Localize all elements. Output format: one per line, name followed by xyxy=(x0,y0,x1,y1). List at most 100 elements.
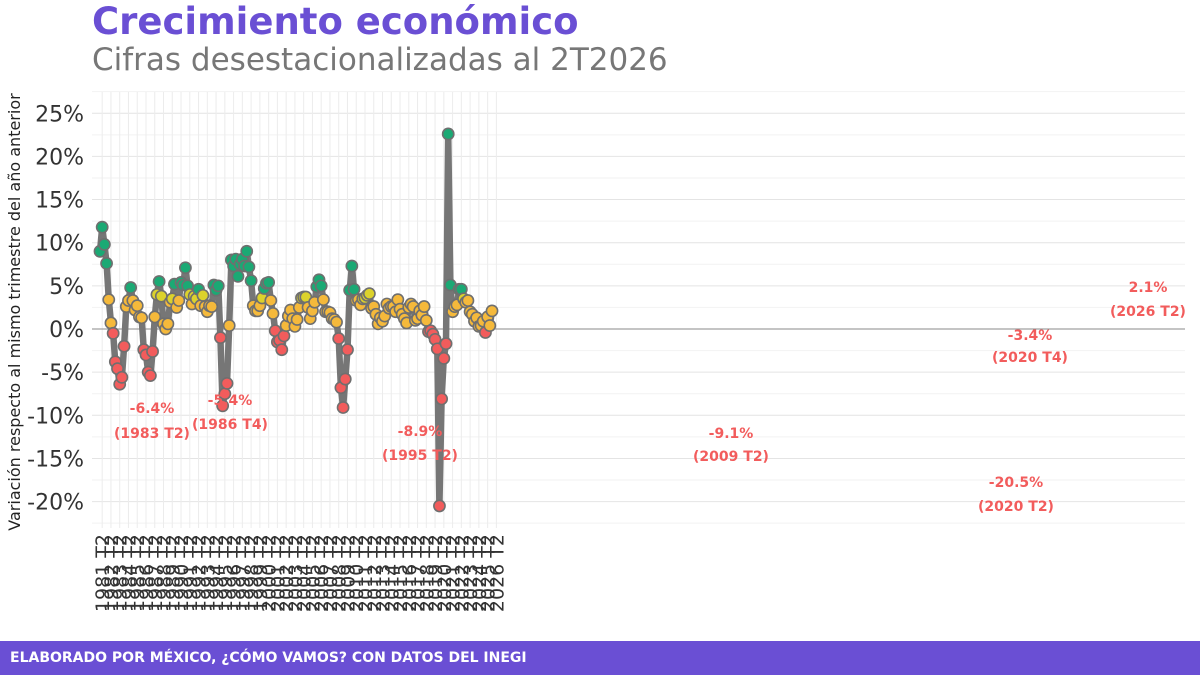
y-tick-label: 25% xyxy=(35,102,84,127)
data-point xyxy=(220,376,234,390)
y-tick-label: -15% xyxy=(27,447,84,472)
data-point xyxy=(102,293,116,307)
y-tick-label: -10% xyxy=(27,404,84,429)
data-point xyxy=(483,319,497,332)
data-point xyxy=(332,332,346,345)
data-point xyxy=(417,300,431,313)
data-point xyxy=(146,345,159,358)
data-point xyxy=(266,307,280,320)
x-tick-label: 2022 T2 xyxy=(451,534,473,612)
x-tick-label: 1996 T2 xyxy=(224,534,246,612)
x-tick-label: 2021 T2 xyxy=(443,534,465,612)
annotation-period: (1995 T2) xyxy=(382,448,458,464)
annotation-period: (2020 T2) xyxy=(978,499,1054,515)
x-tick-label: 2025 T2 xyxy=(478,534,500,612)
chart-subtitle: Cifras desestacionalizadas al 2T2026 xyxy=(92,42,668,78)
data-point xyxy=(130,299,144,313)
x-tick-label: 1986 T2 xyxy=(136,534,158,612)
x-tick-label: 1993 T2 xyxy=(197,534,219,612)
data-point xyxy=(262,275,276,289)
x-tick-label: 2015 T2 xyxy=(390,534,412,612)
x-tick-label: 2002 T2 xyxy=(276,534,298,612)
data-point xyxy=(485,304,499,318)
data-point xyxy=(231,269,245,283)
data-point xyxy=(240,244,254,258)
data-point xyxy=(135,311,149,325)
data-point xyxy=(330,315,343,329)
data-point xyxy=(100,257,113,270)
data-point xyxy=(264,294,278,307)
x-tick-label: 2007 T2 xyxy=(320,534,342,612)
y-tick-label: 10% xyxy=(35,232,84,257)
data-point xyxy=(345,259,359,273)
x-tick-label: 2017 T2 xyxy=(408,534,430,612)
x-tick-label: 2019 T2 xyxy=(425,534,447,612)
x-tick-label: 2026 T2 xyxy=(486,534,508,612)
x-tick-label: 1995 T2 xyxy=(215,534,237,612)
data-point xyxy=(461,294,475,307)
x-tick-label: 2008 T2 xyxy=(329,534,351,612)
data-point xyxy=(338,372,352,386)
data-point xyxy=(172,294,186,307)
data-point xyxy=(106,326,120,340)
y-tick-label: 0% xyxy=(49,318,84,343)
x-tick-label: 2010 T2 xyxy=(346,534,368,612)
data-point xyxy=(161,317,175,331)
x-tick-label: 1998 T2 xyxy=(241,534,263,612)
data-point xyxy=(362,287,376,301)
data-point xyxy=(435,392,449,406)
annotation-period: (2009 T2) xyxy=(693,449,769,465)
x-tick-label: 2003 T2 xyxy=(285,534,307,612)
x-tick-label: 1981 T2 xyxy=(92,534,114,612)
x-tick-label: 2023 T2 xyxy=(460,534,482,612)
data-point xyxy=(148,310,162,324)
annotation-value: -5.4% xyxy=(208,393,253,409)
x-tick-label: 1991 T2 xyxy=(180,534,202,612)
x-tick-label: 1997 T2 xyxy=(232,534,254,612)
y-axis-title: Variación respecto al mismo trimestre de… xyxy=(5,93,24,531)
data-point xyxy=(196,288,210,302)
data-point xyxy=(179,261,192,275)
annotation-period: (1986 T4) xyxy=(192,417,268,433)
footer-bar: ELABORADO POR MÉXICO, ¿CÓMO VAMOS? CON D… xyxy=(0,641,1200,675)
data-point xyxy=(277,329,291,343)
x-tick-label: 2005 T2 xyxy=(302,534,324,612)
annotation-value: 2.1% xyxy=(1129,280,1168,296)
data-point xyxy=(205,300,219,313)
x-tick-label: 1992 T2 xyxy=(189,534,211,612)
annotation-period: (2020 T4) xyxy=(992,350,1068,366)
data-point xyxy=(275,343,289,357)
x-tick-label: 2009 T2 xyxy=(337,534,359,612)
data-point xyxy=(214,331,227,345)
footer-credit: ELABORADO POR MÉXICO, ¿CÓMO VAMOS? CON D… xyxy=(10,650,527,666)
data-point xyxy=(104,316,118,330)
x-tick-label: 2012 T2 xyxy=(364,534,386,612)
x-tick-label: 1985 T2 xyxy=(127,534,149,612)
data-point xyxy=(115,370,129,384)
data-point xyxy=(441,127,455,141)
data-point xyxy=(439,337,453,351)
annotation-value: -6.4% xyxy=(130,401,175,417)
data-point xyxy=(336,401,350,414)
x-tick-label: 1983 T2 xyxy=(110,534,132,612)
data-point xyxy=(95,220,109,234)
x-tick-label: 1982 T2 xyxy=(101,534,123,612)
data-point xyxy=(437,351,451,365)
x-tick-label: 2018 T2 xyxy=(416,534,438,612)
x-tick-label: 2004 T2 xyxy=(294,534,316,612)
data-point xyxy=(143,369,157,383)
x-tick-label: 2001 T2 xyxy=(267,534,289,612)
data-point xyxy=(152,275,166,288)
y-tick-label: 5% xyxy=(49,275,84,300)
x-tick-label: 1989 T2 xyxy=(162,534,184,612)
x-tick-label: 1987 T2 xyxy=(145,534,167,612)
data-point xyxy=(290,313,304,326)
annotation-value: -9.1% xyxy=(709,426,754,442)
y-tick-label: 20% xyxy=(35,145,84,170)
annotation-value: -8.9% xyxy=(398,424,443,440)
data-point xyxy=(211,279,225,293)
annotation-period: (2026 T2) xyxy=(1110,304,1186,320)
data-point xyxy=(117,339,131,353)
chart-title: Crecimiento económico xyxy=(92,0,579,43)
x-tick-label: 1994 T2 xyxy=(206,534,228,612)
